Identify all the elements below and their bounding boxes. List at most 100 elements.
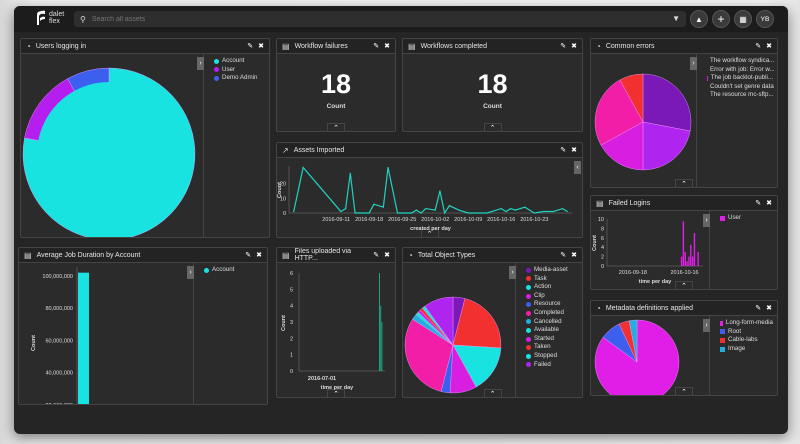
legend-item[interactable]: Root [720,328,773,337]
legend-item[interactable]: Error with job: Error w... [707,66,775,75]
edit-icon[interactable]: ✎ [755,305,762,312]
dalet-flex-logo[interactable]: dalet flex [36,10,71,26]
bar[interactable] [684,251,686,266]
data-point[interactable] [467,212,469,214]
legend-item[interactable]: Media-asset [526,266,578,275]
data-point[interactable] [340,210,342,213]
legend-item[interactable]: Clip [526,292,578,301]
bar[interactable] [380,305,382,371]
pie-slice-failed[interactable] [424,296,454,346]
close-icon[interactable]: ✖ [766,305,772,312]
pie-slice-the-workflow-syndica-[interactable] [642,73,692,132]
pie-slice-error-with-job-error-w-[interactable] [642,121,691,171]
data-point[interactable] [415,209,417,211]
close-icon[interactable]: ✖ [258,43,264,50]
close-icon[interactable]: ✖ [256,252,262,259]
edit-icon[interactable]: ✎ [560,147,567,154]
edit-icon[interactable]: ✎ [560,43,567,50]
data-point[interactable] [566,210,568,213]
pie-slice-task[interactable] [452,298,502,349]
data-point[interactable] [411,212,413,214]
bar[interactable] [697,251,699,266]
data-point[interactable] [533,212,535,214]
bar[interactable] [686,261,688,266]
legend-toggle-button[interactable]: › [690,57,697,70]
legend-item[interactable]: Image [720,345,773,354]
legend-item[interactable]: The resource mc-sftp... [707,91,774,100]
bar[interactable] [688,256,690,266]
data-point[interactable] [302,166,304,169]
data-point[interactable] [514,209,516,211]
donut-inner-account[interactable] [37,82,181,226]
legend-item[interactable]: Long-form-media [720,319,773,328]
close-icon[interactable]: ✖ [571,43,577,50]
close-icon[interactable]: ✖ [384,43,390,50]
legend-item[interactable]: Failed [526,361,578,370]
legend-item[interactable]: Action [526,283,578,292]
edit-icon[interactable]: ✎ [560,252,567,259]
pie-slice-action[interactable] [452,344,502,388]
close-icon[interactable]: ✖ [571,147,577,154]
legend-toggle-button[interactable]: › [703,214,710,227]
data-point[interactable] [349,172,351,174]
data-point[interactable] [486,212,488,214]
data-point[interactable] [425,207,427,210]
legend-item[interactable]: Couldn't set genre data [707,83,774,92]
notifications-button[interactable]: ▲ [690,10,708,28]
pie-slice-the-job-backlot-publi-[interactable] [600,121,644,171]
edit-icon[interactable]: ✎ [373,252,380,259]
data-point[interactable] [552,210,554,213]
data-point[interactable] [458,209,460,211]
bar[interactable] [691,256,694,266]
pie-slice-the-resource-mc-sftp-[interactable] [619,73,644,123]
filter-icon[interactable]: ▼ [672,14,680,23]
collapse-button[interactable]: ⌃ [675,387,693,395]
apps-button[interactable]: ▦ [734,10,752,28]
close-icon[interactable]: ✖ [766,200,772,207]
collapse-button[interactable]: ⌃ [420,229,439,237]
edit-icon[interactable]: ✎ [755,43,762,50]
search-bar[interactable]: ⚲ ▼ [74,11,686,27]
user-avatar[interactable]: YB [756,10,774,28]
collapse-button[interactable]: ⌃ [675,179,693,187]
data-point[interactable] [396,212,399,214]
edit-icon[interactable]: ✎ [247,43,254,50]
data-point[interactable] [510,207,512,210]
data-point[interactable] [444,212,446,214]
bar[interactable] [690,244,692,266]
data-point[interactable] [373,203,375,205]
collapse-button[interactable]: ⌃ [327,123,345,131]
line-series[interactable] [293,166,568,215]
bar[interactable] [693,233,696,266]
data-point[interactable] [434,209,436,211]
legend-item[interactable]: Completed [526,309,578,318]
data-point[interactable] [448,205,450,207]
edit-icon[interactable]: ✎ [755,200,762,207]
collapse-button[interactable]: ⌃ [675,281,693,289]
legend-toggle-button[interactable]: ‹ [574,161,581,174]
bar[interactable] [680,256,683,266]
legend-toggle-button[interactable]: › [187,266,194,279]
collapse-button[interactable]: ⌃ [483,123,502,131]
edit-icon[interactable]: ✎ [245,252,252,259]
data-point[interactable] [354,212,356,214]
legend-item[interactable]: User [214,66,265,75]
legend-item[interactable]: Taken [526,343,578,352]
data-point[interactable] [500,207,502,210]
pie-slice-completed[interactable] [404,319,454,392]
legend-toggle-button[interactable]: › [197,57,204,70]
edit-icon[interactable]: ✎ [373,43,380,50]
bar[interactable] [379,273,380,371]
legend-item[interactable]: Account [204,266,263,275]
legend-item[interactable]: Stopped [526,352,578,361]
data-point[interactable] [561,207,564,210]
add-widget-button[interactable]: + [712,10,730,28]
data-point[interactable] [505,210,507,213]
collapse-button[interactable]: ⌃ [483,389,502,397]
legend-item[interactable]: Cable-labs [720,336,773,345]
bar[interactable] [381,322,383,371]
bar[interactable] [682,221,685,266]
legend-item[interactable]: Task [526,275,578,284]
legend-toggle-button[interactable]: › [703,319,710,332]
close-icon[interactable]: ✖ [766,43,772,50]
